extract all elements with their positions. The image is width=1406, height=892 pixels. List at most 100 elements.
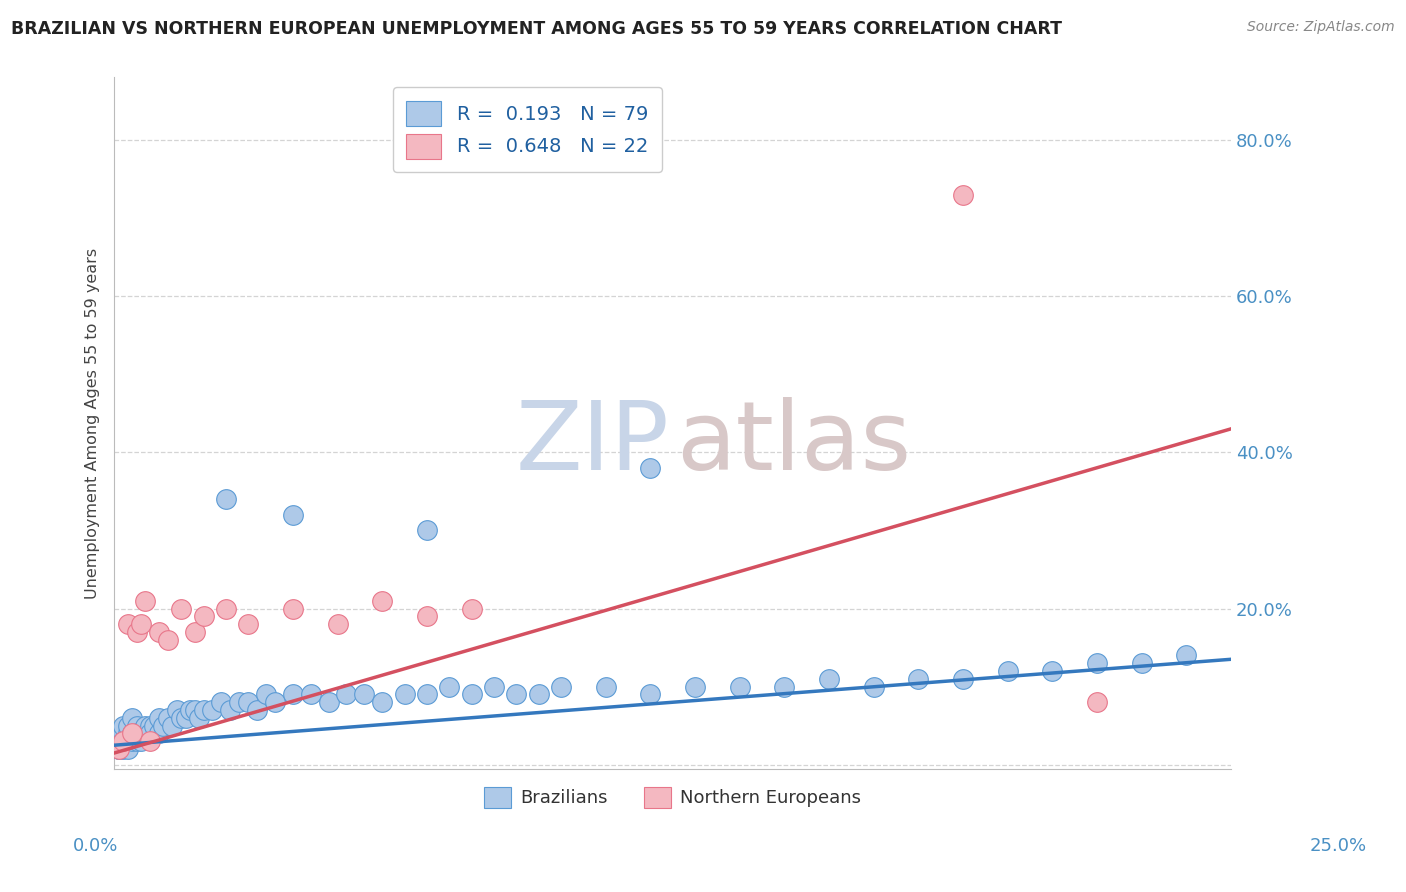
Point (125, 726, 148, 740)
Point (112, 734, 135, 748)
Point (862, 680, 884, 694)
Point (595, 680, 617, 694)
Point (326, 617, 349, 632)
Point (117, 617, 139, 632)
Point (193, 703, 215, 717)
Point (125, 624, 148, 639)
Point (117, 726, 139, 740)
Point (183, 624, 205, 639)
Point (170, 601, 193, 615)
Point (907, 672, 929, 686)
Point (139, 734, 162, 748)
Point (188, 711, 211, 725)
Point (148, 624, 170, 639)
Point (335, 688, 357, 702)
Point (246, 703, 269, 717)
Point (952, 672, 974, 686)
Point (460, 601, 482, 615)
Point (162, 719, 184, 733)
Point (219, 703, 242, 717)
Point (170, 711, 193, 725)
Point (683, 680, 706, 694)
Point (215, 492, 238, 507)
Point (139, 719, 162, 733)
Point (143, 719, 166, 733)
Point (139, 726, 162, 740)
Point (1085, 657, 1108, 671)
Point (638, 688, 661, 702)
Point (281, 601, 304, 615)
Point (482, 680, 505, 694)
Point (117, 742, 139, 756)
Point (179, 703, 201, 717)
Point (1130, 657, 1153, 671)
Point (215, 601, 238, 615)
Point (728, 680, 751, 694)
Point (818, 672, 841, 686)
Text: Source: ZipAtlas.com: Source: ZipAtlas.com (1247, 20, 1395, 34)
Point (125, 734, 148, 748)
Point (129, 734, 152, 748)
Point (264, 695, 287, 709)
Point (437, 680, 460, 694)
Point (112, 734, 135, 748)
Text: atlas: atlas (676, 397, 911, 491)
Point (112, 734, 135, 748)
Text: BRAZILIAN VS NORTHERN EUROPEAN UNEMPLOYMENT AMONG AGES 55 TO 59 YEARS CORRELATIO: BRAZILIAN VS NORTHERN EUROPEAN UNEMPLOYM… (11, 20, 1063, 37)
Point (416, 688, 439, 702)
Point (107, 742, 129, 756)
Point (394, 688, 416, 702)
Point (1085, 695, 1108, 709)
Point (125, 719, 148, 733)
Point (527, 688, 550, 702)
Point (129, 726, 152, 740)
Point (952, 187, 974, 202)
Point (134, 719, 156, 733)
Point (353, 688, 375, 702)
Point (1175, 648, 1198, 663)
Point (228, 695, 250, 709)
Point (107, 734, 129, 748)
Point (281, 688, 304, 702)
Text: 0.0%: 0.0% (73, 837, 118, 855)
Point (112, 719, 135, 733)
Point (107, 734, 129, 748)
Point (112, 742, 135, 756)
Text: ZIP: ZIP (515, 397, 669, 491)
Point (318, 695, 340, 709)
Point (148, 726, 170, 740)
Point (117, 734, 139, 748)
Point (121, 734, 143, 748)
Point (134, 593, 156, 607)
Point (152, 719, 174, 733)
Point (121, 711, 143, 725)
Point (238, 617, 260, 632)
Text: 25.0%: 25.0% (1310, 837, 1367, 855)
Point (371, 695, 394, 709)
Legend: Brazilians, Northern Europeans: Brazilians, Northern Europeans (477, 780, 868, 815)
Point (281, 508, 304, 522)
Point (183, 703, 205, 717)
Point (193, 609, 215, 624)
Point (107, 726, 129, 740)
Point (112, 726, 135, 740)
Point (299, 688, 322, 702)
Point (371, 593, 394, 607)
Y-axis label: Unemployment Among Ages 55 to 59 years: Unemployment Among Ages 55 to 59 years (86, 247, 100, 599)
Point (174, 711, 197, 725)
Point (238, 695, 260, 709)
Point (209, 695, 232, 709)
Point (550, 680, 572, 694)
Point (1040, 664, 1063, 678)
Point (460, 688, 482, 702)
Point (156, 632, 179, 647)
Point (148, 711, 170, 725)
Point (107, 742, 129, 756)
Point (638, 461, 661, 475)
Point (121, 726, 143, 740)
Point (107, 742, 129, 756)
Point (416, 609, 439, 624)
Point (505, 688, 527, 702)
Point (156, 711, 179, 725)
Point (134, 726, 156, 740)
